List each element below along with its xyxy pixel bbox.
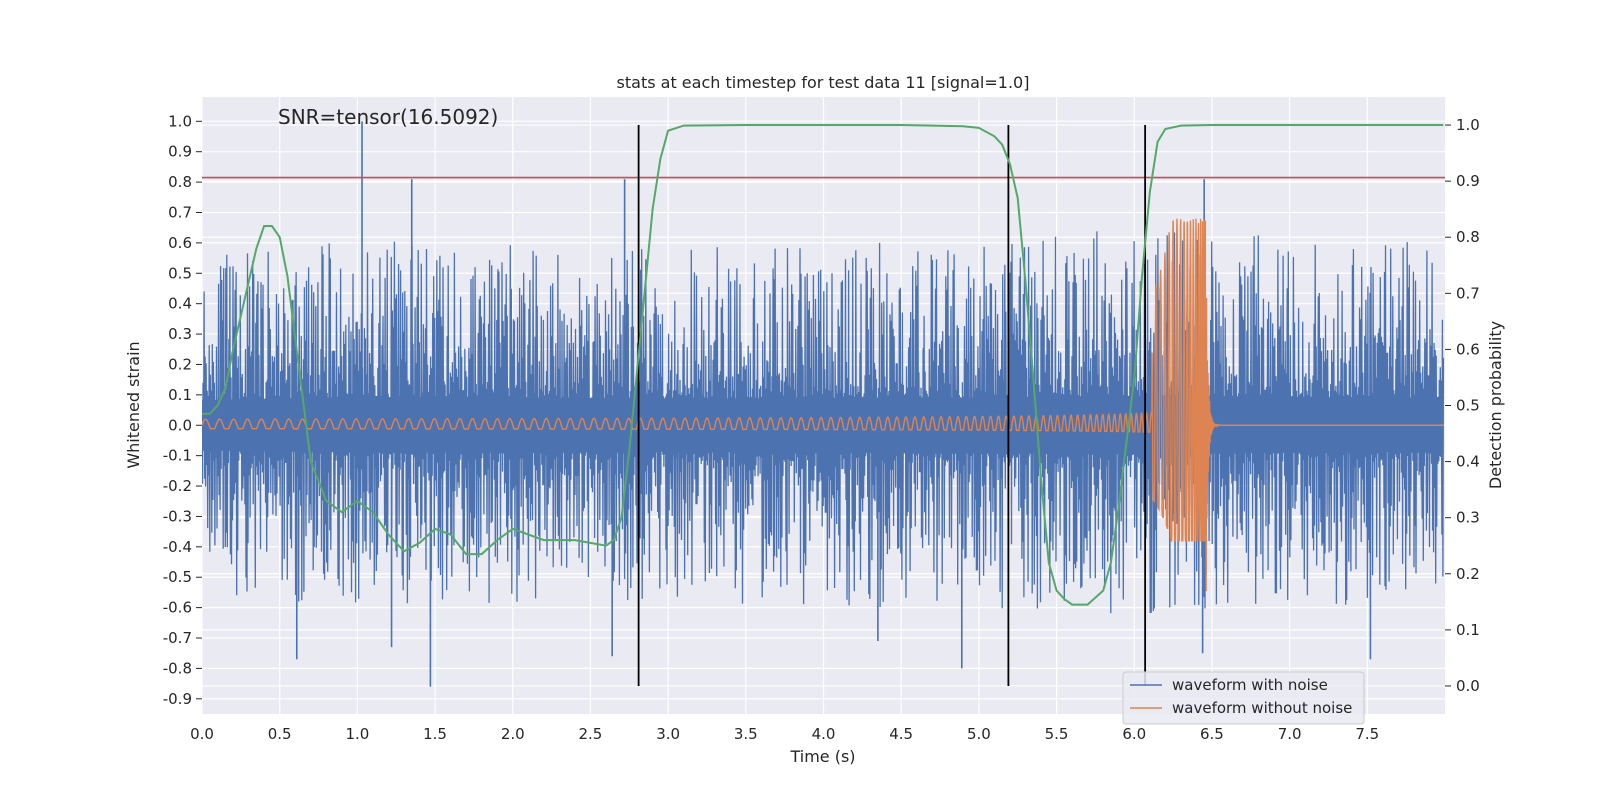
y-tick-label-right: 0.9 <box>1456 172 1480 190</box>
x-tick-label: 5.5 <box>1045 725 1069 743</box>
series-waveform-without-noise <box>202 218 1444 592</box>
y-tick-label-right: 0.7 <box>1456 284 1480 302</box>
y-tick-label-left: -0.2 <box>163 477 192 495</box>
y-tick-label-left: 0.5 <box>168 264 192 282</box>
y-tick-label-left: -0.8 <box>163 659 192 677</box>
series-waveform-with-noise <box>202 231 1445 614</box>
snr-annotation: SNR=tensor(16.5092) <box>278 105 498 129</box>
y-tick-label-left: 0.0 <box>168 416 192 434</box>
y-tick-label-right: 0.1 <box>1456 621 1480 639</box>
legend-box <box>1122 671 1365 725</box>
y-tick-label-left: 0.3 <box>168 325 192 343</box>
y-tick-label-right: 0.6 <box>1456 340 1480 358</box>
x-tick-label: 1.5 <box>423 725 447 743</box>
x-tick-label: 5.0 <box>967 725 991 743</box>
y-tick-label-left: 0.4 <box>168 295 192 313</box>
y-tick-label-right: 0.4 <box>1456 453 1480 471</box>
chart-title: stats at each timestep for test data 11 … <box>617 73 1030 92</box>
legend-label-clean: waveform without noise <box>1172 699 1352 717</box>
y-tick-label-right: 0.8 <box>1456 228 1480 246</box>
y-tick-label-right: 0.0 <box>1456 677 1480 695</box>
y-tick-label-left: -0.7 <box>163 629 192 647</box>
y-tick-label-left: -0.4 <box>163 538 192 556</box>
y-tick-label-left: 0.6 <box>168 234 192 252</box>
y-tick-label-left: -0.5 <box>163 568 192 586</box>
x-tick-label: 0.5 <box>268 725 292 743</box>
y-tick-label-left: 0.8 <box>168 173 192 191</box>
y-tick-label-right: 1.0 <box>1456 116 1480 134</box>
series-detection-probability <box>202 124 1444 606</box>
x-tick-label: 6.0 <box>1122 725 1146 743</box>
legend-label-noise: waveform with noise <box>1172 676 1328 694</box>
y-tick-label-right: 0.5 <box>1456 397 1480 415</box>
y-axis-label-right: Detection probability <box>1486 321 1505 489</box>
x-axis-label: Time (s) <box>789 747 855 766</box>
x-tick-label: 3.5 <box>734 725 758 743</box>
y-tick-label-left: 0.9 <box>168 143 192 161</box>
y-axis-label-left: Whitened strain <box>124 341 143 468</box>
x-tick-label: 2.0 <box>501 725 525 743</box>
x-tick-label: 4.5 <box>889 725 913 743</box>
x-tick-label: 3.0 <box>656 725 680 743</box>
x-tick-label: 2.5 <box>579 725 603 743</box>
y-tick-label-left: -0.1 <box>163 447 192 465</box>
x-tick-label: 7.0 <box>1278 725 1302 743</box>
y-tick-label-left: -0.6 <box>163 599 192 617</box>
y-tick-label-right: 0.3 <box>1456 509 1480 527</box>
x-tick-label: 1.0 <box>345 725 369 743</box>
y-tick-label-left: 1.0 <box>168 112 192 130</box>
y-tick-label-left: -0.9 <box>163 690 192 708</box>
y-tick-label-left: 0.2 <box>168 355 192 373</box>
x-tick-label: 6.5 <box>1200 725 1224 743</box>
y-tick-label-left: -0.3 <box>163 507 192 525</box>
y-tick-label-right: 0.2 <box>1456 565 1480 583</box>
x-tick-label: 0.0 <box>190 725 214 743</box>
legend: waveform with noise waveform without noi… <box>1122 671 1365 725</box>
y-tick-label-left: 0.7 <box>168 203 192 221</box>
x-tick-label: 4.0 <box>812 725 836 743</box>
x-tick-label: 7.5 <box>1355 725 1379 743</box>
y-tick-label-left: 0.1 <box>168 386 192 404</box>
